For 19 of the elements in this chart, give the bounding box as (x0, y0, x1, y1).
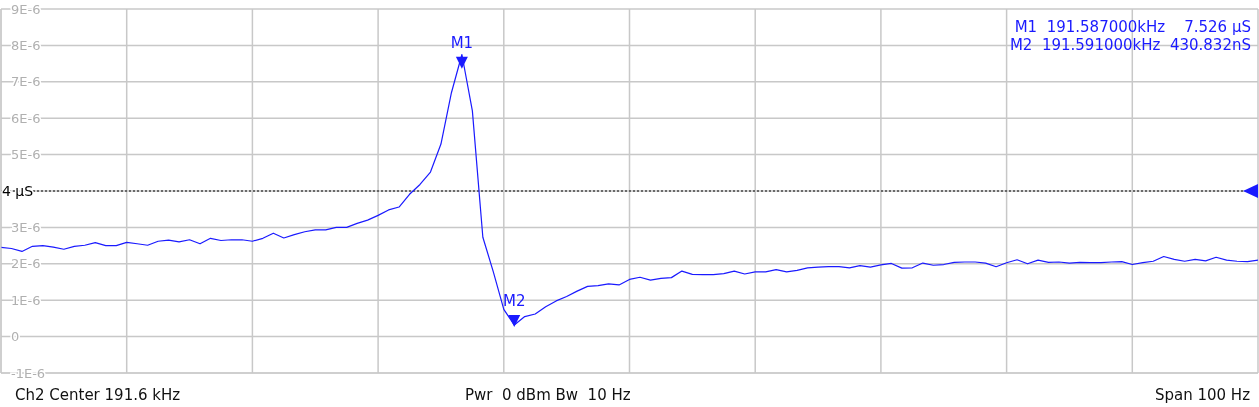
text: Pwr 0 dBm Bw 10 Hz (465, 386, 631, 404)
y-tick-label: 9E-6 (11, 1, 41, 17)
y-tick-label: 0 (11, 329, 20, 345)
y-tick-label: -1E-6 (11, 365, 46, 381)
y-tick-label: 2E-6 (11, 256, 41, 272)
text: Span 100 Hz (1154, 386, 1250, 404)
y-tick-label: 8E-6 (11, 38, 41, 54)
y-tick-label: 5E-6 (11, 147, 41, 163)
annotation: M2 (503, 291, 526, 310)
y-tick-label: 6E-6 (11, 110, 41, 126)
text: Ch2 Center 191.6 kHz (15, 386, 181, 404)
y-tick-label: 3E-6 (11, 220, 41, 236)
line-series (1, 53, 1258, 326)
annotation: M1 191.587000kHz 7.526 µS (1013, 18, 1251, 36)
annotation: M2 191.591000kHz 430.832nS (1009, 36, 1251, 54)
y-tick-label: 1E-6 (11, 292, 41, 308)
ref-line-label: 4 µS (2, 182, 34, 199)
annotation: M1 (450, 33, 474, 52)
y-tick-label: 7E-6 (11, 74, 41, 90)
